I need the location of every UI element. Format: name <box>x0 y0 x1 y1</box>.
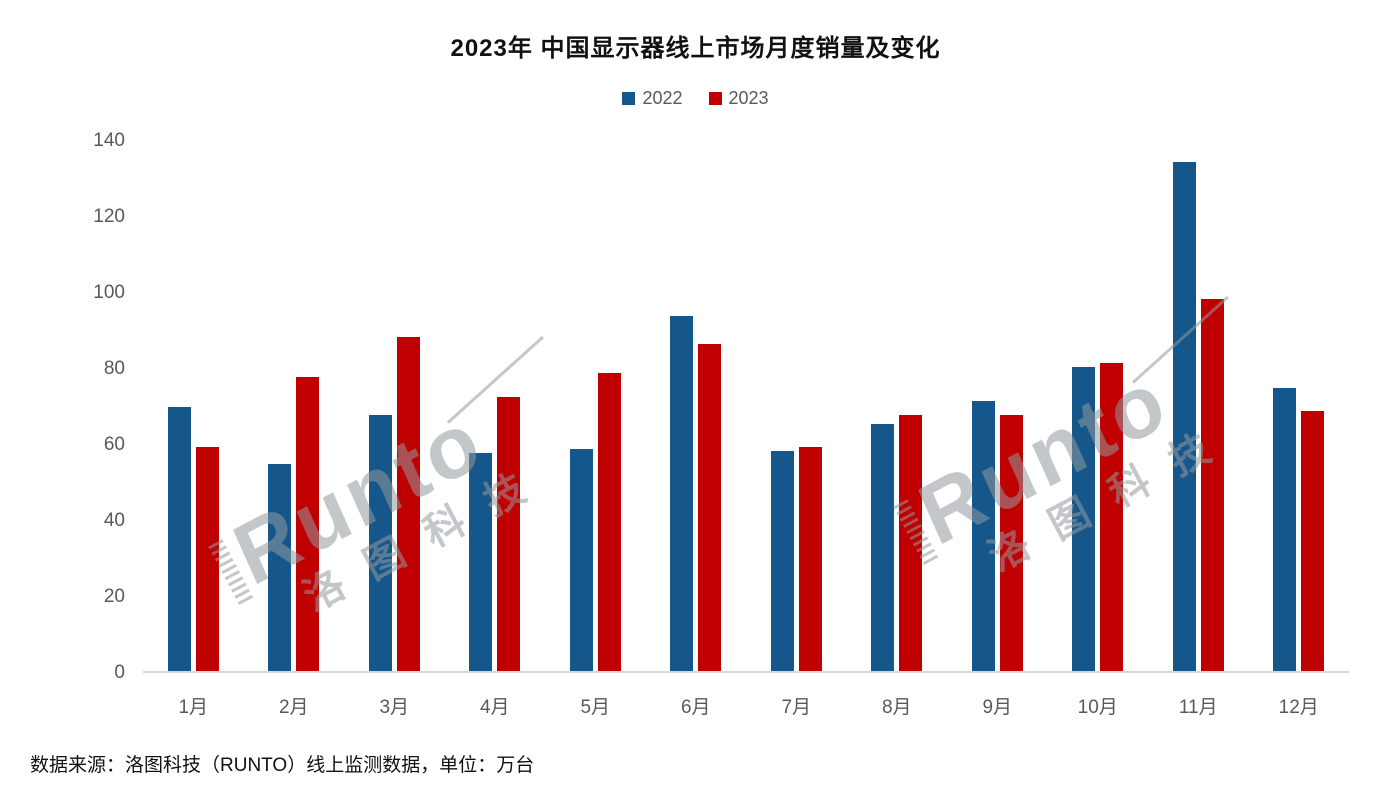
legend-swatch-2023 <box>708 92 722 105</box>
bar-2023-5月 <box>597 372 621 671</box>
bar-2022-3月 <box>368 414 392 671</box>
bar-group-7月 <box>746 141 847 671</box>
x-axis-label-1月: 1月 <box>178 697 209 718</box>
x-axis-label-7月: 7月 <box>781 697 812 718</box>
bar-group-2月 <box>244 141 345 671</box>
x-axis-label-11月: 11月 <box>1178 697 1218 718</box>
bar-group-11月 <box>1148 141 1249 671</box>
bar-group-4月 <box>445 141 546 671</box>
bar-2022-10月 <box>1072 367 1096 671</box>
source-note: 数据来源：洛图科技（RUNTO）线上监测数据，单位：万台 <box>30 755 535 776</box>
legend-item-2022: 2022 <box>622 88 683 109</box>
bar-2022-1月 <box>167 406 191 671</box>
bar-2023-6月 <box>698 344 722 671</box>
bar-2022-6月 <box>670 315 694 671</box>
bar-2023-11月 <box>1200 298 1224 671</box>
legend-item-2023: 2023 <box>708 88 769 109</box>
bar-2023-9月 <box>999 414 1023 671</box>
y-axis: 0 20 40 60 80 100 120 140 <box>55 0 125 803</box>
x-axis-label-6月: 6月 <box>680 697 711 718</box>
legend: 2022 2023 <box>0 88 1391 109</box>
legend-label-2023: 2023 <box>728 88 769 108</box>
bar-2023-1月 <box>195 446 219 671</box>
bar-2023-8月 <box>899 414 923 671</box>
y-tick-label: 20 <box>103 586 125 607</box>
bar-group-5月 <box>545 141 646 671</box>
bar-2022-11月 <box>1172 161 1196 671</box>
bar-2022-9月 <box>971 401 995 671</box>
x-axis-label-8月: 8月 <box>881 697 912 718</box>
bar-2023-2月 <box>296 376 320 671</box>
bar-group-1月 <box>143 141 244 671</box>
y-tick-label: 100 <box>93 282 125 303</box>
chart-title: 2023年 中国显示器线上市场月度销量及变化 <box>450 35 941 62</box>
bar-2022-7月 <box>770 450 794 671</box>
y-tick-label: 60 <box>103 434 125 455</box>
bar-2022-12月 <box>1273 387 1297 671</box>
x-axis-label-4月: 4月 <box>479 697 510 718</box>
bar-2023-3月 <box>396 336 420 671</box>
x-axis-label-3月: 3月 <box>379 697 410 718</box>
x-axis-label-10月: 10月 <box>1077 697 1118 718</box>
legend-label-2022: 2022 <box>642 88 683 108</box>
bar-2022-2月 <box>268 463 292 671</box>
x-axis-label-12月: 12月 <box>1278 697 1319 718</box>
bar-group-3月 <box>344 141 445 671</box>
bar-2022-8月 <box>871 424 895 671</box>
plot-area <box>143 141 1349 673</box>
y-tick-label: 0 <box>114 662 125 683</box>
bar-group-10月 <box>1048 141 1149 671</box>
bar-2022-4月 <box>469 452 493 671</box>
bar-2023-7月 <box>798 446 822 671</box>
bar-2023-10月 <box>1100 363 1124 671</box>
bar-group-9月 <box>947 141 1048 671</box>
x-axis-label-9月: 9月 <box>982 697 1013 718</box>
bar-2023-12月 <box>1301 410 1325 671</box>
bar-group-6月 <box>646 141 747 671</box>
bar-2022-5月 <box>569 448 593 671</box>
bar-group-12月 <box>1249 141 1350 671</box>
y-tick-label: 80 <box>103 358 125 379</box>
bar-group-8月 <box>847 141 948 671</box>
bar-2023-4月 <box>497 397 521 671</box>
x-axis-label-2月: 2月 <box>278 697 309 718</box>
x-axis-label-5月: 5月 <box>580 697 611 718</box>
legend-swatch-2022 <box>622 92 636 105</box>
y-tick-label: 40 <box>103 510 125 531</box>
y-tick-label: 120 <box>93 206 125 227</box>
x-axis: 1月 2月 3月 4月 5月 6月 7月 8月 9月 10月 11月 12月 <box>143 692 1349 719</box>
y-tick-label: 140 <box>93 130 125 151</box>
